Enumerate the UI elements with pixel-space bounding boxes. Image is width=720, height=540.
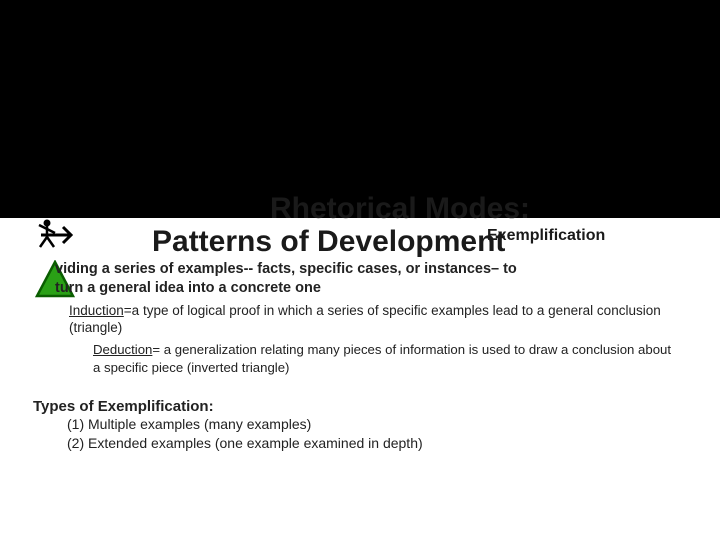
title-line-2: Patterns of Development [152, 225, 505, 259]
types-item-1: (1) Multiple examples (many examples) [67, 415, 680, 434]
running-arrow-icon [35, 215, 75, 255]
content-block: viding a series of examples-- facts, spe… [55, 260, 680, 453]
deduction-text: = a generalization relating many pieces … [93, 342, 671, 375]
definition-prefix: viding a series of examples-- facts, spe… [55, 261, 517, 277]
types-heading: Types of Exemplification: [33, 398, 680, 415]
induction-def: Induction=a type of logical proof in whi… [69, 302, 680, 337]
title-line-1: Rhetorical Modes: [270, 192, 530, 226]
definition-continue: turn a general idea into a concrete one [55, 280, 321, 296]
deduction-term: Deduction [93, 342, 152, 357]
induction-term: Induction [69, 303, 124, 318]
exemplification-badge: Exemplification [487, 227, 605, 245]
deduction-def: Deduction= a generalization relating man… [93, 341, 680, 377]
definition-main: viding a series of examples-- facts, spe… [55, 260, 680, 298]
induction-text: =a type of logical proof in which a seri… [69, 303, 661, 336]
types-item-2: (2) Extended examples (one example exami… [67, 434, 680, 453]
